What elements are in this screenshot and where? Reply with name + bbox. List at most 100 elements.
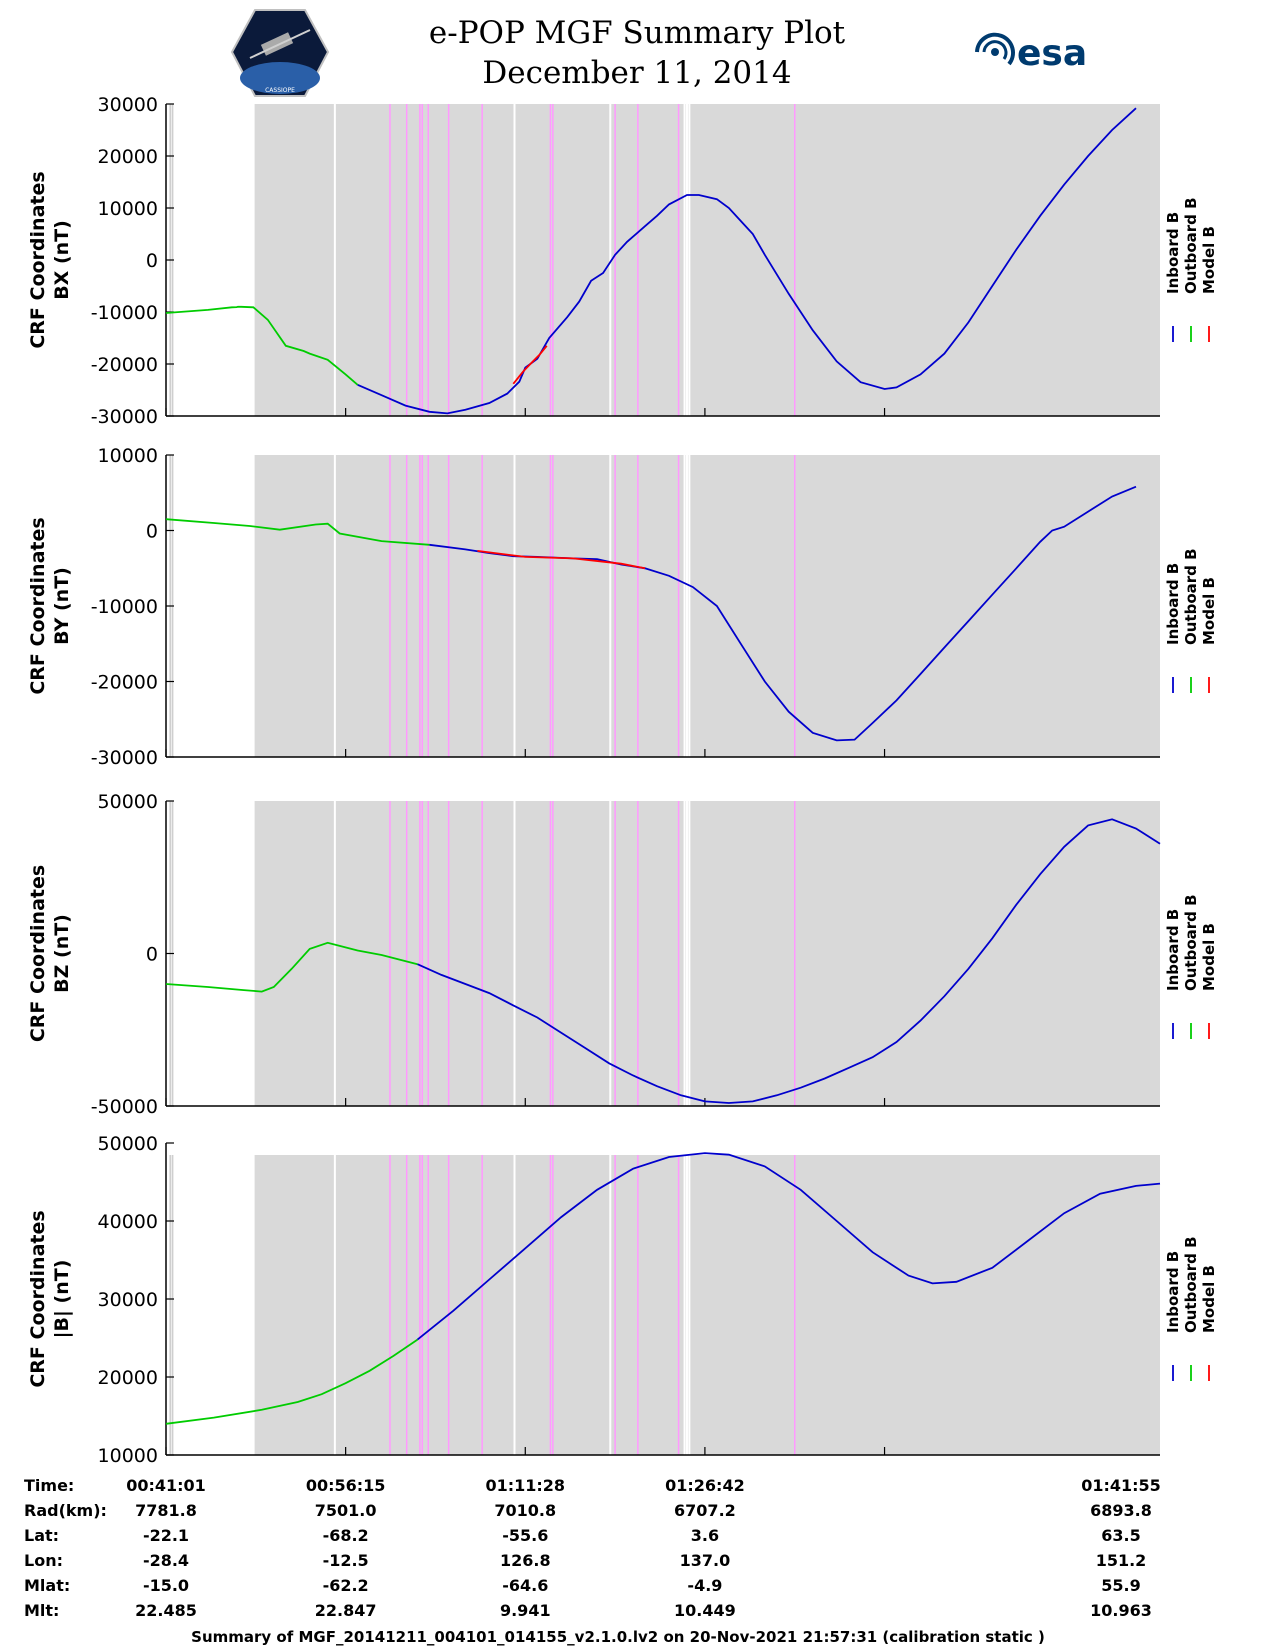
info-value-lat: 3.6 [691, 1526, 719, 1545]
y-tick-label: 30000 [98, 1289, 158, 1311]
y-tick-label: -50000 [91, 1096, 158, 1118]
legend-model-label: Model B [1200, 1265, 1218, 1333]
header: CASSIOPE e-POP MGF Summary Plot December… [230, 9, 1087, 97]
y-axis-label: CRF Coordinates |B| (nT) [27, 1210, 73, 1387]
y-tick-label: -30000 [91, 747, 158, 769]
panel-bmag: 10000 20000 30000 40000 50000 CRF Coordinates… [27, 1133, 1218, 1467]
info-value-time: 00:41:01 [126, 1476, 206, 1495]
y-axis-label: CRF Coordinates BX (nT) [27, 171, 73, 348]
shaded-region [254, 1155, 1160, 1455]
info-value-mlat: 55.9 [1101, 1576, 1140, 1595]
info-value-mlat: -15.0 [143, 1576, 189, 1595]
info-value-lat: -22.1 [143, 1526, 189, 1545]
legend-model-label: Model B [1200, 577, 1218, 645]
logo-left-text: CASSIOPE [265, 87, 295, 94]
y-tick-label: -10000 [91, 302, 158, 324]
y-tick-label: 20000 [98, 1367, 158, 1389]
y-tick-label: -10000 [91, 596, 158, 618]
panel-bz: -50000 0 50000 CRF Coordinates BZ (nT) Inboar… [27, 791, 1218, 1118]
info-value-mlt: 22.485 [135, 1601, 197, 1620]
y-tick-label: -30000 [91, 406, 158, 428]
legend-outboard-label: Outboard B [1182, 894, 1200, 991]
info-row-label-time: Time: [24, 1476, 74, 1495]
info-value-lon: -12.5 [323, 1551, 369, 1570]
legend-model-label: Model B [1200, 923, 1218, 991]
info-value-lat: -68.2 [323, 1526, 369, 1545]
info-value-rad: 7010.8 [494, 1501, 556, 1520]
series-outboard [165, 518, 430, 546]
legend-inboard-label: Inboard B [1164, 212, 1182, 294]
cassiope-logo: CASSIOPE [230, 9, 330, 97]
y-tick-label: -20000 [91, 354, 158, 376]
info-value-rad: 6893.8 [1090, 1501, 1152, 1520]
y-tick-label: -20000 [91, 672, 158, 694]
earth-icon [240, 62, 320, 94]
info-value-lat: -55.6 [502, 1526, 548, 1545]
footer-summary: Summary of MGF_20141211_004101_014155_v2… [191, 1628, 1045, 1646]
esa-wordmark: esa [1017, 33, 1087, 74]
info-row-label-lon: Lon: [24, 1551, 63, 1570]
legend-inboard-label: Inboard B [1164, 909, 1182, 991]
info-value-mlat: -4.9 [687, 1576, 722, 1595]
series-outboard [165, 305, 359, 386]
info-value-rad: 7781.8 [135, 1501, 197, 1520]
y-tick-label: 0 [146, 521, 158, 543]
legend-model-label: Model B [1200, 226, 1218, 294]
info-value-lat: 63.5 [1101, 1526, 1140, 1545]
panel-bx: -30000 -20000 -10000 0 10000 20000 30000 CRF Co… [27, 94, 1218, 428]
y-axis-label-line2: BX (nT) [51, 220, 73, 300]
y-axis-label-line1: CRF Coordinates [27, 517, 49, 694]
y-axis-label-line1: CRF Coordinates [27, 171, 49, 348]
boom-line-icon [249, 29, 311, 59]
shaded-region [254, 455, 1160, 757]
info-value-rad: 6707.2 [674, 1501, 736, 1520]
info-value-lon: -28.4 [143, 1551, 189, 1570]
info-row-label-lat: Lat: [24, 1526, 59, 1545]
series-outboard [165, 1338, 419, 1425]
y-tick-label: 20000 [98, 146, 158, 168]
page-title: e-POP MGF Summary Plot [429, 15, 846, 51]
orbit-info-table: Time: 00:41:01 00:56:15 01:11:28 01:26:42 01:… [24, 1476, 1161, 1620]
y-tick-label: 30000 [98, 94, 158, 116]
legend-outboard-label: Outboard B [1182, 548, 1200, 645]
y-tick-label: 10000 [98, 1445, 158, 1467]
shaded-region [254, 801, 1160, 1106]
series-inboard [357, 107, 1137, 415]
series-outboard [165, 941, 418, 993]
series-inboard [417, 818, 1161, 1104]
info-value-time: 01:11:28 [485, 1476, 565, 1495]
info-row-label-rad: Rad(km): [24, 1501, 107, 1520]
info-value-mlt: 22.847 [315, 1601, 377, 1620]
panels: -30000 -20000 -10000 0 10000 20000 30000 CRF Co… [27, 94, 1218, 1467]
legend-inboard-label: Inboard B [1164, 1251, 1182, 1333]
info-value-lon: 137.0 [680, 1551, 731, 1570]
info-value-mlt: 10.963 [1090, 1601, 1152, 1620]
y-axis-label-line2: BY (nT) [51, 567, 73, 645]
series-model [477, 550, 646, 570]
info-value-mlt: 9.941 [500, 1601, 551, 1620]
y-tick-label: 50000 [98, 1133, 158, 1155]
info-value-lon: 151.2 [1096, 1551, 1147, 1570]
info-value-time: 00:56:15 [306, 1476, 386, 1495]
y-axis-label-line1: CRF Coordinates [27, 1210, 49, 1387]
legend-inboard-label: Inboard B [1164, 563, 1182, 645]
page-date: December 11, 2014 [482, 55, 791, 91]
info-value-mlat: -64.6 [502, 1576, 548, 1595]
y-axis-label-line2: |B| (nT) [51, 1260, 73, 1339]
y-tick-label: 10000 [98, 198, 158, 220]
y-axis-label-line2: BZ (nT) [51, 914, 73, 993]
y-tick-label: 50000 [98, 791, 158, 813]
y-axis-label: CRF Coordinates BY (nT) [27, 517, 73, 694]
legend-outboard-label: Outboard B [1182, 197, 1200, 294]
y-tick-label: 40000 [98, 1211, 158, 1233]
info-value-lon: 126.8 [500, 1551, 551, 1570]
series-model [512, 345, 548, 385]
legend-outboard-label: Outboard B [1182, 1236, 1200, 1333]
y-tick-label: 10000 [98, 445, 158, 467]
y-tick-label: 0 [146, 250, 158, 272]
y-axis-label: CRF Coordinates BZ (nT) [27, 865, 73, 1042]
info-row-label-mlat: Mlat: [24, 1576, 70, 1595]
info-value-time: 01:41:55 [1081, 1476, 1161, 1495]
esa-swirl-icon [975, 32, 1015, 66]
